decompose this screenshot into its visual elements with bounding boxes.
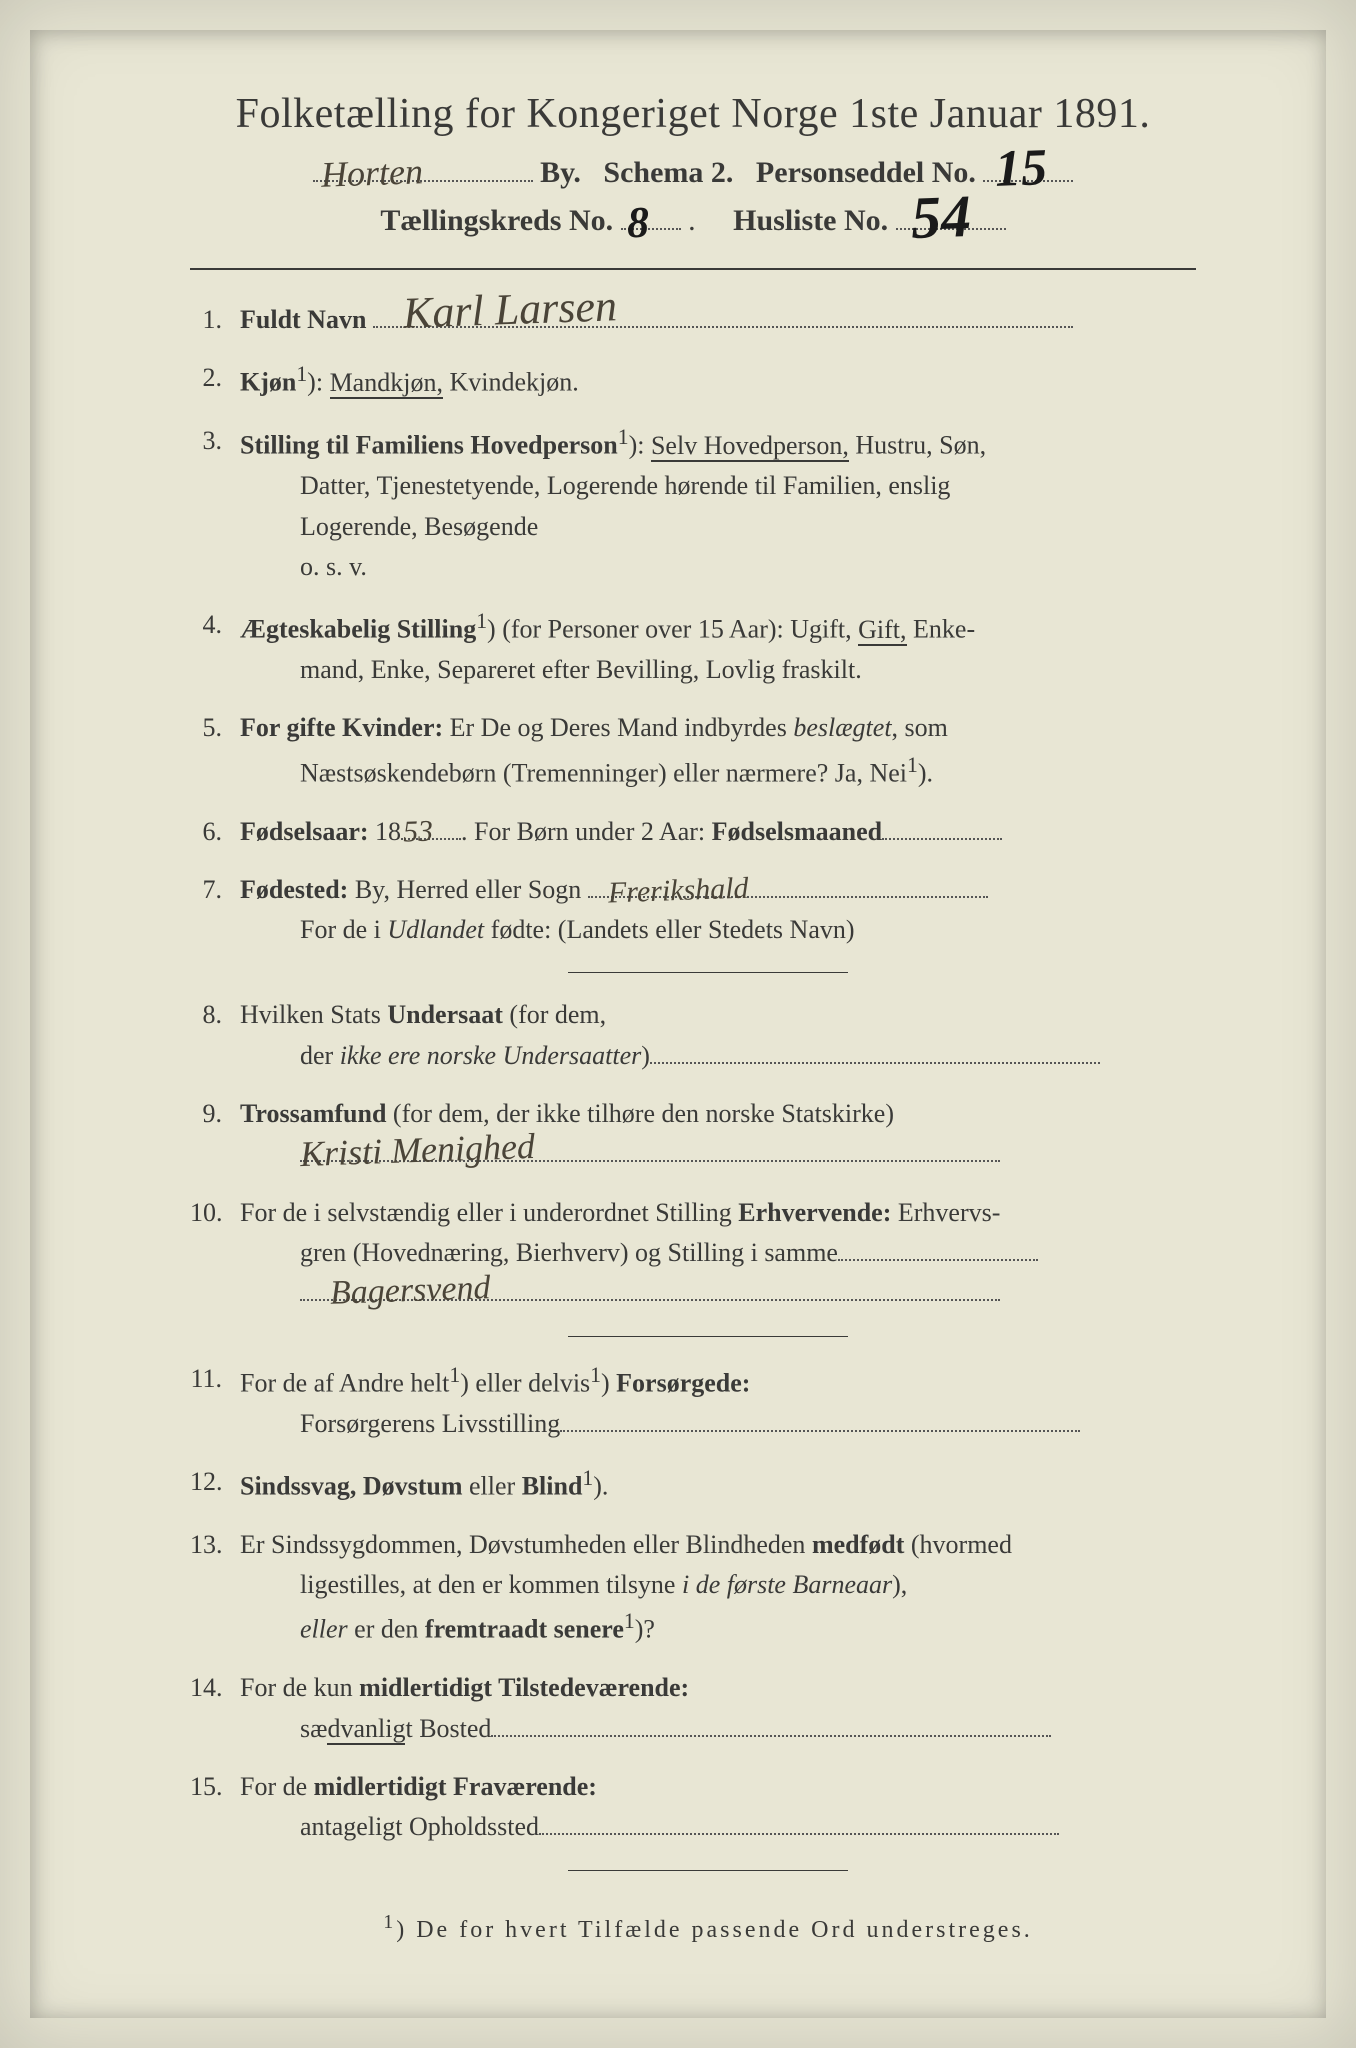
row-7: 7. Fødested: By, Herred eller Sogn Freri… [190,870,1226,951]
q14-label: midlertidigt Tilstedeværende: [359,1673,689,1702]
by-label: By. [540,156,581,189]
q3-opt-selv: Selv Hovedperson, [651,431,849,462]
form-title: Folketælling for Kongeriget Norge 1ste J… [130,90,1256,138]
q10-label: Erhvervende: [738,1198,891,1227]
husliste-field: 54 [896,204,1006,238]
row-10: 10. For de i selvstændig eller i underor… [190,1193,1226,1314]
form-body: 1. Fuldt Navn Karl Larsen 2. Kjøn1): Man… [130,300,1256,1944]
row-9: 9. Trossamfund (for dem, der ikke tilhør… [190,1094,1226,1175]
q3-label: Stilling til Familiens Hovedperson [240,431,618,460]
row-15: 15. For de midlertidigt Fraværende: anta… [190,1767,1226,1848]
row-4: 4. Ægteskabelig Stilling1) (for Personer… [190,605,1226,690]
q9-field: Kristi Menighed [240,1134,1040,1174]
subheader-2: Tællingskreds No. 8 . Husliste No. 54 [130,204,1256,238]
q5-label: For gifte Kvinder: [240,713,443,742]
q4-label: Ægteskabelig Stilling [240,615,476,644]
q7-answer: Frerikshald [607,865,749,916]
city-field: Horten [313,156,533,190]
q15-label: midlertidigt Fraværende: [314,1772,597,1801]
q12-label: Sindssvag, Døvstum [240,1471,463,1500]
q8-label: Undersaat [387,1000,503,1029]
q7-field: Frerikshald [588,870,988,910]
q1-label: Fuldt Navn [240,305,366,334]
form-header: Folketælling for Kongeriget Norge 1ste J… [130,90,1256,238]
subheader-1: Horten By. Schema 2. Personseddel No. 15 [130,156,1256,190]
census-form-page: Folketælling for Kongeriget Norge 1ste J… [0,0,1356,2048]
q1-field: Karl Larsen [373,300,1073,340]
row-12: 12. Sindssvag, Døvstum eller Blind1). [190,1462,1226,1507]
q1-answer: Karl Larsen [402,272,618,348]
taellingskreds-field: 8 [621,204,681,238]
row-2: 2. Kjøn1): Mandkjøn, Kvindekjøn. [190,358,1226,403]
q2-opt-mandkjon: Mandkjøn, [330,368,443,399]
city-handwritten: Horten [320,150,423,196]
schema-label: Schema 2. [603,156,733,189]
mid-divider-1 [568,972,848,973]
personseddel-no: 15 [994,138,1048,199]
footnote: 1) De for hvert Tilfælde passende Ord un… [190,1911,1226,1944]
row-13: 13. Er Sindssygdommen, Døvstumheden elle… [190,1525,1226,1651]
q4-opt-gift: Gift, [858,615,906,646]
row-3: 3. Stilling til Familiens Hovedperson1):… [190,421,1226,587]
husliste-label: Husliste No. [733,204,888,237]
row-8: 8. Hvilken Stats Undersaat (for dem, der… [190,995,1226,1076]
taellingskreds-label: Tællingskreds No. [380,204,613,237]
q6-year: 53 [402,809,434,857]
q9-label: Trossamfund [240,1099,386,1128]
q9-answer: Kristi Menighed [299,1119,536,1183]
q10-answer: Bagersvend [329,1262,491,1320]
row-5: 5. For gifte Kvinder: Er De og Deres Man… [190,708,1226,793]
q6-year-field: 53 [401,812,461,852]
row-1: 1. Fuldt Navn Karl Larsen [190,300,1226,340]
q10-field: Bagersvend [240,1273,1040,1313]
husliste-no: 54 [909,182,971,253]
q11-label: Forsørgede: [616,1368,750,1397]
mid-divider-3 [568,1870,848,1871]
row-6: 6. Fødselsaar: 1853. For Børn under 2 Aa… [190,812,1226,852]
mid-divider-2 [568,1336,848,1337]
taellingskreds-no: 8 [626,197,650,249]
q7-label: Fødested: [240,875,348,904]
personseddel-field: 15 [983,156,1073,190]
row-14: 14. For de kun midlertidigt Tilstedevære… [190,1668,1226,1749]
q2-label: Kjøn [240,368,296,397]
row-11: 11. For de af Andre helt1) eller delvis1… [190,1359,1226,1444]
q6-label: Fødselsaar: [240,817,369,846]
q2-opt-kvindekjon: Kvindekjøn. [443,368,579,397]
header-divider [190,268,1196,270]
